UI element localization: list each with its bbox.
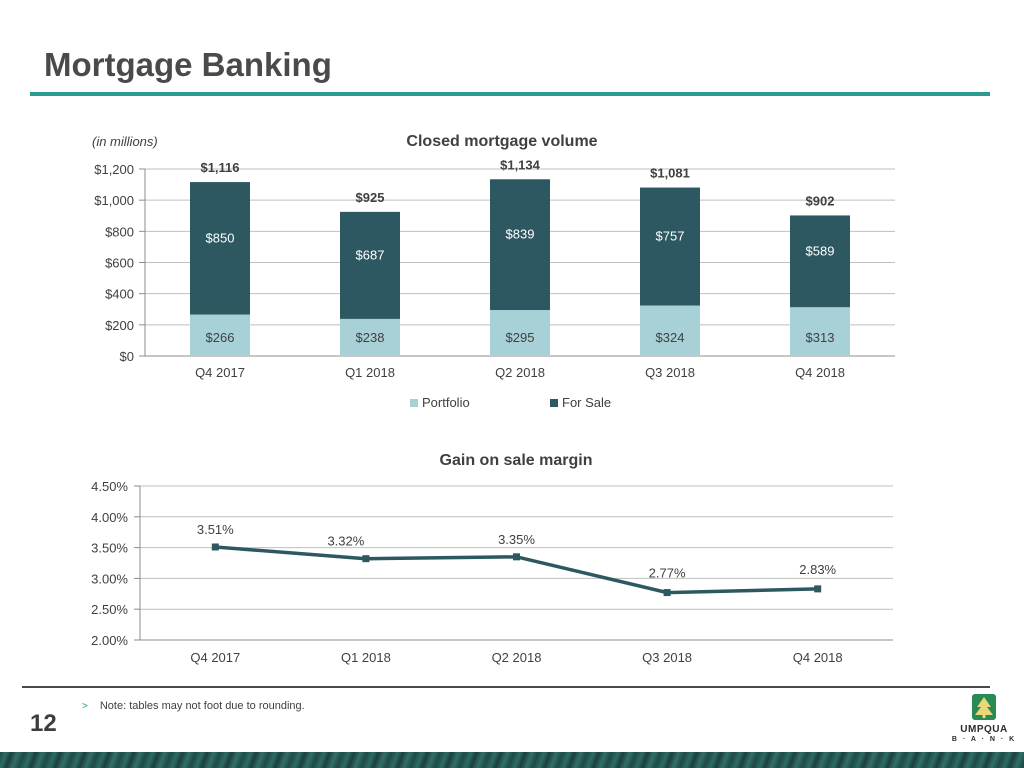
y-tick-label: $1,000 <box>94 193 134 208</box>
footer-divider <box>22 686 990 688</box>
chart-subtitle: (in millions) <box>92 134 158 149</box>
bar-portfolio <box>190 314 250 356</box>
footnote: > Note: tables may not foot due to roundi… <box>82 700 305 712</box>
chart-title: Closed mortgage volume <box>406 133 597 150</box>
page-title: Mortgage Banking <box>44 46 332 83</box>
total-data-label: $1,081 <box>650 166 690 181</box>
x-tick-label: Q4 2017 <box>190 650 240 665</box>
for-sale-data-label: $839 <box>506 227 535 242</box>
x-tick-label: Q4 2018 <box>795 365 845 380</box>
gain-on-sale-margin-chart: Gain on sale margin 2.00% 2.50% 3.00% 3.50% 4… <box>91 452 893 665</box>
footnote-text: Note: tables may not foot due to roundin… <box>99 700 305 712</box>
y-tick-label: $200 <box>105 318 134 333</box>
decorative-footer-band <box>0 752 1024 768</box>
for-sale-data-label: $589 <box>806 243 835 258</box>
y-tick-label: $800 <box>105 224 134 239</box>
x-tick-label: Q4 2018 <box>793 650 843 665</box>
bar-portfolio <box>490 310 550 356</box>
y-tick-label: $0 <box>120 349 134 364</box>
x-tick-label: Q3 2018 <box>645 365 695 380</box>
y-tick-label: $400 <box>105 287 134 302</box>
portfolio-data-label: $295 <box>506 330 535 345</box>
total-data-label: $1,116 <box>200 160 239 175</box>
bar-for-sale <box>490 179 550 311</box>
legend-swatch-for-sale <box>550 399 558 407</box>
portfolio-data-label: $313 <box>806 330 835 345</box>
y-tick-label: $600 <box>105 256 134 271</box>
y-tick-label: 2.50% <box>91 602 128 617</box>
title-divider <box>30 92 990 96</box>
x-tick-label: Q3 2018 <box>642 650 692 665</box>
x-tick-label: Q2 2018 <box>495 365 545 380</box>
bar-for-sale <box>340 211 400 319</box>
footnote-bullet: > <box>82 701 88 712</box>
data-label: 3.35% <box>498 532 535 547</box>
bar-for-sale <box>190 182 250 315</box>
data-point <box>814 585 822 593</box>
closed-mortgage-volume-chart: (in millions) Closed mortgage volume $0 $20… <box>92 133 895 410</box>
data-label: 2.83% <box>799 562 836 577</box>
legend-swatch-portfolio <box>410 399 418 407</box>
data-label: 3.51% <box>197 522 234 537</box>
bar-for-sale <box>790 215 850 308</box>
bar-portfolio <box>640 305 700 356</box>
data-label: 2.77% <box>649 566 686 581</box>
y-tick-label: 2.00% <box>91 633 128 648</box>
portfolio-data-label: $266 <box>206 330 235 345</box>
total-data-label: $1,134 <box>500 157 541 172</box>
x-tick-label: Q2 2018 <box>492 650 542 665</box>
total-data-label: $902 <box>806 193 835 208</box>
for-sale-data-label: $757 <box>656 229 685 244</box>
logo-wordmark: UMPQUA <box>960 724 1008 735</box>
page-number: 12 <box>30 710 57 737</box>
for-sale-data-label: $687 <box>356 247 385 262</box>
data-label: 3.32% <box>327 534 364 549</box>
logo-subtext: B · A · N · K <box>951 736 1017 743</box>
legend-label-for-sale: For Sale <box>562 395 611 410</box>
x-tick-label: Q1 2018 <box>345 365 395 380</box>
y-tick-label: $1,200 <box>94 162 134 177</box>
data-point <box>362 555 370 563</box>
bar-portfolio <box>340 318 400 356</box>
total-data-label: $925 <box>356 190 385 205</box>
bar-for-sale <box>640 187 700 306</box>
y-tick-label: 3.00% <box>91 571 128 586</box>
data-point <box>663 589 671 597</box>
x-tick-label: Q4 2017 <box>195 365 245 380</box>
tree-logo-icon <box>972 694 996 720</box>
chart-title: Gain on sale margin <box>440 452 593 469</box>
x-tick-label: Q1 2018 <box>341 650 391 665</box>
legend-label-portfolio: Portfolio <box>422 395 470 410</box>
data-point <box>513 553 520 561</box>
y-tick-label: 4.00% <box>91 510 128 525</box>
y-tick-label: 4.50% <box>91 479 128 494</box>
for-sale-data-label: $850 <box>206 230 235 245</box>
portfolio-data-label: $324 <box>656 330 685 345</box>
bar-portfolio <box>790 307 850 356</box>
portfolio-data-label: $238 <box>356 330 385 345</box>
data-point <box>211 543 219 551</box>
y-tick-label: 3.50% <box>91 541 128 556</box>
